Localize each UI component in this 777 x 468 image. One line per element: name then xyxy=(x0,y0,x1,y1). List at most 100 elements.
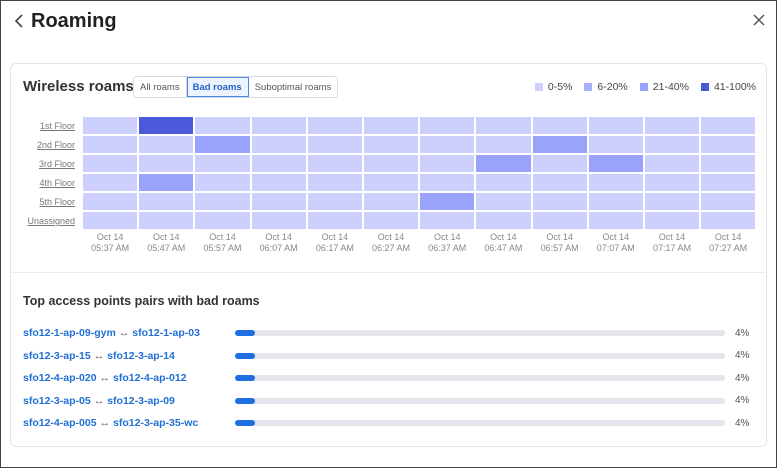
segment-bad-roams[interactable]: Bad roams xyxy=(186,77,249,97)
percent-value: 4% xyxy=(735,372,750,384)
heatmap-cell[interactable] xyxy=(532,174,587,191)
heatmap-cell[interactable] xyxy=(307,117,362,134)
heatmap-cell[interactable] xyxy=(83,117,138,134)
ap-link[interactable]: sfo12-4-ap-020 xyxy=(23,372,97,385)
heatmap-cell[interactable] xyxy=(307,155,362,172)
heatmap-cell[interactable] xyxy=(701,212,756,229)
heatmap-cell[interactable] xyxy=(588,193,643,210)
heatmap-cell[interactable] xyxy=(644,193,700,210)
heatmap-cell[interactable] xyxy=(251,117,306,134)
ap-link[interactable]: sfo12-4-ap-005 xyxy=(23,417,97,430)
heatmap-cell[interactable] xyxy=(420,193,475,210)
heatmap-cell[interactable] xyxy=(363,117,419,134)
heatmap-cell[interactable] xyxy=(307,174,362,191)
heatmap-cell[interactable] xyxy=(420,117,475,134)
heatmap-cell[interactable] xyxy=(307,136,362,153)
heatmap-cell[interactable] xyxy=(307,193,362,210)
heatmap-cell[interactable] xyxy=(139,193,194,210)
heatmap-cell[interactable] xyxy=(532,117,587,134)
heatmap-cell[interactable] xyxy=(701,136,756,153)
close-button[interactable] xyxy=(752,13,768,29)
heatmap-cell[interactable] xyxy=(139,174,194,191)
heatmap-cell[interactable] xyxy=(251,212,306,229)
ap-link[interactable]: sfo12-3-ap-15 xyxy=(23,349,91,362)
heatmap-cell[interactable] xyxy=(701,174,756,191)
floor-link[interactable]: 2nd Floor xyxy=(36,140,75,150)
heatmap-cell[interactable] xyxy=(251,174,306,191)
heatmap-cell[interactable] xyxy=(139,117,194,134)
heatmap-cell[interactable] xyxy=(476,155,531,172)
floor-link[interactable]: 3rd Floor xyxy=(38,159,75,169)
back-button[interactable] xyxy=(11,9,27,33)
floor-link[interactable]: Unassigned xyxy=(27,216,75,226)
time-label: Oct 14 05:37 AM xyxy=(91,232,130,253)
heatmap-cell[interactable] xyxy=(476,174,531,191)
heatmap-cell[interactable] xyxy=(363,136,419,153)
heatmap-cell[interactable] xyxy=(701,155,756,172)
floor-link[interactable]: 4th Floor xyxy=(39,178,75,188)
heatmap-cell[interactable] xyxy=(363,174,419,191)
heatmap-cell[interactable] xyxy=(532,212,587,229)
heatmap-cell[interactable] xyxy=(420,212,475,229)
ap-link[interactable]: sfo12-4-ap-012 xyxy=(113,372,187,385)
heatmap-cell[interactable] xyxy=(476,136,531,153)
heatmap-cell[interactable] xyxy=(588,117,643,134)
heatmap-cell[interactable] xyxy=(139,212,194,229)
heatmap-cell[interactable] xyxy=(251,155,306,172)
heatmap-row-labels: 1st Floor 2nd Floor 3rd Floor 4th Floor 5th … xyxy=(11,117,75,231)
heatmap-cell[interactable] xyxy=(532,155,587,172)
heatmap-cell[interactable] xyxy=(588,212,643,229)
heatmap-cell[interactable] xyxy=(420,136,475,153)
heatmap-cell[interactable] xyxy=(83,212,138,229)
segment-suboptimal-roams[interactable]: Suboptimal roams xyxy=(248,77,338,97)
ap-link[interactable]: sfo12-3-ap-05 xyxy=(23,394,91,407)
heatmap-cell[interactable] xyxy=(532,136,587,153)
ap-link[interactable]: sfo12-3-ap-09 xyxy=(107,394,175,407)
heatmap-cell[interactable] xyxy=(476,117,531,134)
heatmap-cell[interactable] xyxy=(195,155,250,172)
heatmap-cell[interactable] xyxy=(420,155,475,172)
ap-link[interactable]: sfo12-3-ap-14 xyxy=(107,349,175,362)
heatmap-cell[interactable] xyxy=(307,212,362,229)
heatmap-cell[interactable] xyxy=(195,212,250,229)
heatmap-cell[interactable] xyxy=(420,174,475,191)
heatmap-cell[interactable] xyxy=(644,155,700,172)
time-label: Oct 14 06:27 AM xyxy=(372,232,411,253)
heatmap-cell[interactable] xyxy=(83,174,138,191)
heatmap-cell[interactable] xyxy=(701,117,756,134)
heatmap-cell[interactable] xyxy=(644,136,700,153)
heatmap-cell[interactable] xyxy=(363,193,419,210)
legend-item: 0-5% xyxy=(534,81,572,93)
heatmap-cell[interactable] xyxy=(139,155,194,172)
ap-link[interactable]: sfo12-1-ap-03 xyxy=(132,327,200,340)
segment-all-roams[interactable]: All roams xyxy=(134,77,187,97)
heatmap-cell[interactable] xyxy=(476,193,531,210)
heatmap-cell[interactable] xyxy=(195,117,250,134)
heatmap-cell[interactable] xyxy=(476,212,531,229)
heatmap-cell[interactable] xyxy=(644,117,700,134)
heatmap-cell[interactable] xyxy=(83,193,138,210)
heatmap-cell[interactable] xyxy=(195,193,250,210)
floor-link[interactable]: 1st Floor xyxy=(39,121,75,131)
heatmap-cell[interactable] xyxy=(363,155,419,172)
heatmap-cell[interactable] xyxy=(644,212,700,229)
ap-link[interactable]: sfo12-1-ap-09-gym xyxy=(23,327,116,340)
heatmap-cell[interactable] xyxy=(139,136,194,153)
heatmap-cell[interactable] xyxy=(588,155,643,172)
ap-link[interactable]: sfo12-3-ap-35-wc xyxy=(113,417,199,430)
floor-link[interactable]: 5th Floor xyxy=(39,197,75,207)
heatmap-cell[interactable] xyxy=(644,174,700,191)
heatmap-cell[interactable] xyxy=(251,193,306,210)
heatmap-cell[interactable] xyxy=(532,193,587,210)
heatmap-cell[interactable] xyxy=(363,212,419,229)
ap-pair-row: sfo12-4-ap-020 ↔ sfo12-4-ap-012 4% xyxy=(23,367,753,390)
heatmap-cell[interactable] xyxy=(251,136,306,153)
heatmap-cell[interactable] xyxy=(83,136,138,153)
heatmap-cell[interactable] xyxy=(701,193,756,210)
heatmap-cell[interactable] xyxy=(83,155,138,172)
heatmap-cell[interactable] xyxy=(195,174,250,191)
heatmap-cell[interactable] xyxy=(195,136,250,153)
heatmap-cell[interactable] xyxy=(588,174,643,191)
close-icon xyxy=(753,14,765,26)
heatmap-cell[interactable] xyxy=(588,136,643,153)
